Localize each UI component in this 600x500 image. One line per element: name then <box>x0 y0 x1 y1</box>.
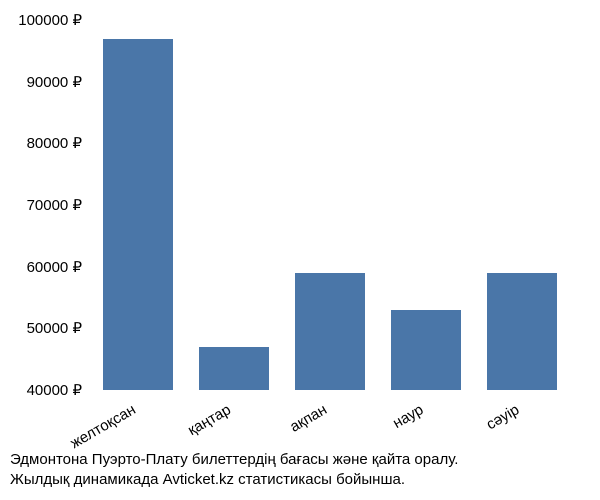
y-tick-label: 90000 ₽ <box>27 73 82 91</box>
bar <box>199 347 268 390</box>
y-tick-label: 40000 ₽ <box>27 381 82 399</box>
bar-chart <box>90 20 570 390</box>
x-axis: желтоқсанқаңтарақпаннаурсәуір <box>90 392 570 442</box>
y-tick-label: 50000 ₽ <box>27 319 82 337</box>
y-tick-label: 100000 ₽ <box>18 11 82 29</box>
bar <box>391 310 460 390</box>
x-tick-label: сәуір <box>483 401 522 433</box>
bar <box>487 273 556 390</box>
bar <box>295 273 364 390</box>
x-tick-label: ақпан <box>287 401 330 436</box>
caption-line-2: Жылдық динамикада Avticket.kz статистика… <box>10 470 600 490</box>
y-axis: 40000 ₽50000 ₽60000 ₽70000 ₽80000 ₽90000… <box>0 20 90 390</box>
plot-area <box>90 20 570 390</box>
bar <box>103 39 172 391</box>
x-tick-label: наур <box>390 401 426 432</box>
caption-line-1: Эдмонтона Пуэрто-Плату билеттердің бағас… <box>10 450 600 470</box>
x-tick-label: қаңтар <box>185 401 234 439</box>
y-tick-label: 80000 ₽ <box>27 134 82 152</box>
x-tick-label: желтоқсан <box>67 401 138 452</box>
y-tick-label: 70000 ₽ <box>27 196 82 214</box>
chart-caption: Эдмонтона Пуэрто-Плату билеттердің бағас… <box>10 450 600 491</box>
y-tick-label: 60000 ₽ <box>27 258 82 276</box>
